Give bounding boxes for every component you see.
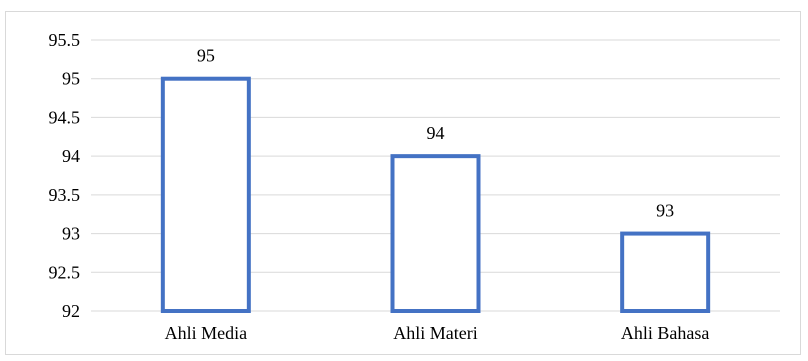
bar	[160, 76, 251, 314]
x-category-label: Ahli Materi	[393, 323, 477, 343]
x-axis-categories: Ahli Media Ahli Materi Ahli Bahasa	[165, 323, 710, 343]
bar	[620, 231, 711, 313]
y-tick-label: 92.5	[49, 262, 81, 282]
y-tick-label: 92	[62, 301, 80, 321]
data-label: 95	[197, 46, 215, 66]
bar	[390, 154, 481, 313]
y-tick-label: 95	[62, 69, 80, 89]
chart-frame	[5, 11, 801, 355]
y-tick-label: 93.5	[49, 185, 81, 205]
y-tick-label: 95.5	[49, 30, 81, 50]
bars	[160, 76, 711, 314]
y-tick-label: 93	[62, 224, 80, 244]
data-label: 94	[427, 123, 445, 143]
y-tick-label: 94	[62, 146, 80, 166]
y-tick-label: 94.5	[49, 107, 81, 127]
data-label: 93	[656, 201, 674, 221]
x-category-label: Ahli Bahasa	[621, 323, 709, 343]
y-axis-ticks: 92 92.5 93 93.5 94 94.5 95 95.5	[49, 30, 81, 321]
data-labels: 95 94 93	[197, 46, 674, 221]
x-category-label: Ahli Media	[165, 323, 248, 343]
